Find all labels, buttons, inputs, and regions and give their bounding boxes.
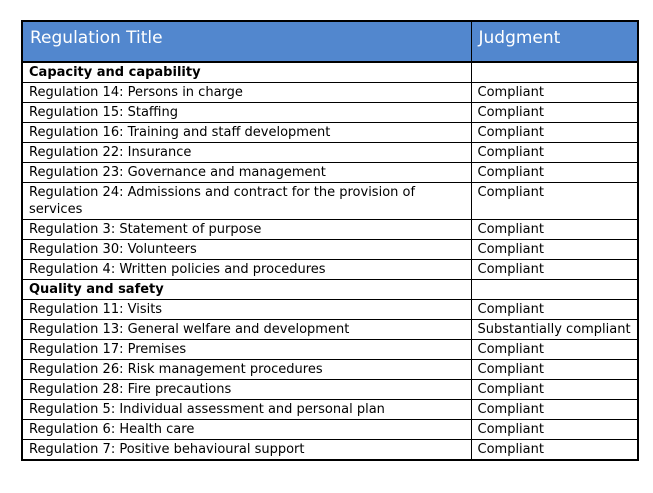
regulation-title-cell: Regulation 16: Training and staff develo…: [21, 122, 472, 143]
regulation-title-cell: Regulation 26: Risk management procedure…: [21, 359, 472, 380]
judgment-cell: Compliant: [470, 299, 639, 320]
table-row: Regulation 14: Persons in charge Complian…: [21, 82, 639, 103]
judgment-cell: Compliant: [470, 339, 639, 360]
section-row: Quality and safety: [21, 279, 639, 300]
regulation-title-cell: Regulation 22: Insurance: [21, 142, 472, 163]
regulation-title-cell: Regulation 7: Positive behavioural suppo…: [21, 439, 472, 461]
table-header: Regulation Title Judgment: [21, 20, 639, 63]
judgment-cell: Compliant: [470, 102, 639, 123]
section-row: Capacity and capability: [21, 61, 639, 83]
table-row: Regulation 13: General welfare and devel…: [21, 319, 639, 340]
table-row: Regulation 3: Statement of purpose Compli…: [21, 219, 639, 240]
column-header-regulation-title: Regulation Title: [21, 20, 472, 63]
judgment-cell: Compliant: [470, 419, 639, 440]
table-row: Regulation 4: Written policies and proce…: [21, 259, 639, 280]
judgment-cell: Compliant: [470, 82, 639, 103]
regulation-title-cell: Regulation 6: Health care: [21, 419, 472, 440]
regulations-table: Regulation Title Judgment Capacity and c…: [21, 20, 639, 461]
judgment-cell: Substantially compliant: [470, 319, 639, 340]
judgment-cell: Compliant: [470, 122, 639, 143]
regulation-title-cell: Regulation 23: Governance and management: [21, 162, 472, 183]
judgment-cell: [470, 61, 639, 83]
regulation-title-cell: Regulation 13: General welfare and devel…: [21, 319, 472, 340]
table-row: Regulation 17: Premises Compliant: [21, 339, 639, 360]
regulation-title-cell: Regulation 30: Volunteers: [21, 239, 472, 260]
judgment-cell: Compliant: [470, 399, 639, 420]
regulation-title-cell: Regulation 4: Written policies and proce…: [21, 259, 472, 280]
judgment-cell: Compliant: [470, 219, 639, 240]
table-row: Regulation 5: Individual assessment and …: [21, 399, 639, 420]
table-row: Regulation 26: Risk management procedure…: [21, 359, 639, 380]
regulation-title-cell: Regulation 24: Admissions and contract f…: [21, 182, 472, 220]
column-header-judgment: Judgment: [470, 20, 639, 63]
regulation-title-cell: Regulation 17: Premises: [21, 339, 472, 360]
regulation-title-cell: Regulation 15: Staffing: [21, 102, 472, 123]
judgment-cell: Compliant: [470, 259, 639, 280]
table-row: Regulation 11: Visits Compliant: [21, 299, 639, 320]
judgment-cell: Compliant: [470, 239, 639, 260]
table-row: Regulation 7: Positive behavioural suppo…: [21, 439, 639, 461]
regulation-title-cell: Capacity and capability: [21, 61, 472, 83]
judgment-cell: Compliant: [470, 162, 639, 183]
table-body: Capacity and capability Regulation 14: Pe…: [21, 61, 639, 461]
regulation-title-cell: Regulation 3: Statement of purpose: [21, 219, 472, 240]
judgment-cell: Compliant: [470, 379, 639, 400]
judgment-cell: Compliant: [470, 439, 639, 461]
judgment-cell: Compliant: [470, 359, 639, 380]
table-row: Regulation 23: Governance and management…: [21, 162, 639, 183]
judgment-cell: Compliant: [470, 142, 639, 163]
table-row: Regulation 6: Health care Compliant: [21, 419, 639, 440]
regulation-title-cell: Regulation 28: Fire precautions: [21, 379, 472, 400]
regulation-title-cell: Quality and safety: [21, 279, 472, 300]
table-row: Regulation 15: Staffing Compliant: [21, 102, 639, 123]
table-row: Regulation 30: Volunteers Compliant: [21, 239, 639, 260]
regulation-title-cell: Regulation 5: Individual assessment and …: [21, 399, 472, 420]
judgment-cell: Compliant: [470, 182, 639, 220]
regulation-title-cell: Regulation 11: Visits: [21, 299, 472, 320]
table-row: Regulation 24: Admissions and contract f…: [21, 182, 639, 220]
header-row: Regulation Title Judgment: [21, 20, 639, 63]
table-row: Regulation 16: Training and staff develo…: [21, 122, 639, 143]
judgment-cell: [470, 279, 639, 300]
regulation-title-cell: Regulation 14: Persons in charge: [21, 82, 472, 103]
table-row: Regulation 28: Fire precautions Compliant: [21, 379, 639, 400]
table-row: Regulation 22: Insurance Compliant: [21, 142, 639, 163]
